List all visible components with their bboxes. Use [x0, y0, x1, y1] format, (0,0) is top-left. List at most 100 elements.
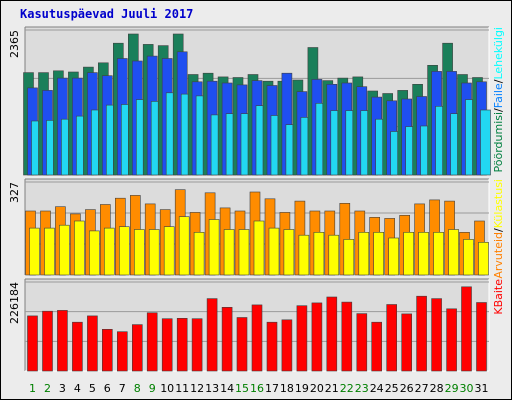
bar-kbaite-day-30	[461, 286, 472, 372]
bar-kbaite-day-3	[57, 310, 68, 372]
bar-arvuteid-day-19	[298, 234, 310, 276]
bar-kbaite-day-5	[87, 315, 98, 372]
bar-arvuteid-day-3	[59, 224, 70, 276]
bar-arvuteid-day-28	[433, 232, 444, 276]
legend-item-k-lastusi: Külastusi	[492, 179, 505, 228]
x-tick-label-day-27: 27	[415, 382, 429, 395]
bar-kbaite-day-13	[206, 298, 218, 372]
bar-arvuteid-day-14	[223, 229, 235, 276]
panel-middle: 327 Arvuteid/Külastusi	[8, 178, 505, 279]
x-tick-label-day-23: 23	[355, 382, 369, 395]
bar-arvuteid-day-20	[313, 232, 325, 276]
bar-kbaite-day-25	[386, 304, 398, 372]
legend-item-lehek-lgi: Lehekülgi	[492, 27, 505, 80]
x-tick-label-day-24: 24	[370, 382, 384, 395]
bar-kbaite-day-12	[191, 318, 203, 372]
bar-kbaite-day-27	[416, 295, 427, 372]
legend-separator: /	[492, 108, 505, 112]
bar-arvuteid-day-13	[208, 219, 220, 276]
bar-arvuteid-day-10	[163, 226, 175, 276]
bar-lehek-lgi-day-31	[480, 109, 491, 176]
x-tick-label-day-18: 18	[280, 382, 294, 395]
x-tick-label-day-4: 4	[74, 382, 81, 395]
bar-arvuteid-day-23	[358, 232, 370, 276]
bar-arvuteid-day-26	[403, 232, 415, 276]
bar-kbaite-day-10	[161, 318, 173, 372]
legend: KBaite	[492, 279, 505, 315]
bar-kbaite-day-22	[341, 301, 353, 372]
bar-arvuteid-day-5	[89, 230, 100, 276]
bar-arvuteid-day-30	[463, 239, 474, 276]
x-tick-label-day-7: 7	[119, 382, 126, 395]
x-tick-label-day-5: 5	[89, 382, 96, 395]
x-tick-label-day-30: 30	[460, 382, 474, 395]
bar-arvuteid-day-25	[388, 237, 400, 276]
bar-kbaite-day-28	[431, 298, 442, 372]
bar-arvuteid-day-7	[119, 226, 130, 276]
x-tick-label-day-13: 13	[205, 382, 219, 395]
bar-kbaite-day-29	[446, 308, 457, 372]
bar-kbaite-day-26	[401, 313, 413, 372]
bar-kbaite-day-31	[476, 302, 487, 372]
bar-arvuteid-day-17	[268, 227, 280, 276]
bar-kbaite-day-14	[221, 306, 233, 372]
y-tick-label: 327	[8, 182, 21, 203]
bar-kbaite-day-8	[132, 324, 143, 372]
bar-arvuteid-day-8	[134, 229, 145, 276]
bar-kbaite-day-21	[326, 296, 338, 372]
bar-kbaite-day-15	[236, 317, 248, 372]
bar-arvuteid-day-12	[193, 232, 205, 276]
legend-separator: /	[492, 228, 505, 232]
bar-kbaite-day-2	[42, 310, 53, 372]
bar-arvuteid-day-27	[418, 232, 429, 276]
legend: Pöördumisi/Faile/Lehekülgi	[492, 27, 505, 172]
x-tick-label-day-22: 22	[340, 382, 354, 395]
x-tick-label-day-15: 15	[235, 382, 249, 395]
bar-kbaite-day-19	[296, 305, 308, 372]
x-tick-label-day-12: 12	[190, 382, 204, 395]
bar-arvuteid-day-2	[44, 227, 55, 276]
bar-arvuteid-day-6	[104, 227, 115, 276]
x-tick-label-day-14: 14	[220, 382, 234, 395]
bar-arvuteid-day-22	[343, 239, 355, 276]
legend-item-arvuteid: Arvuteid	[492, 232, 505, 279]
x-tick-label-day-6: 6	[104, 382, 111, 395]
x-tick-label-day-29: 29	[445, 382, 459, 395]
x-tick-label-day-17: 17	[265, 382, 279, 395]
bar-arvuteid-day-16	[253, 220, 265, 276]
bar-kbaite-day-24	[371, 321, 383, 372]
x-tick-label-day-10: 10	[160, 382, 174, 395]
bar-kbaite-day-1	[27, 315, 38, 372]
chart-title: Kasutuspäevad Juuli 2017	[20, 7, 194, 21]
x-tick-label-day-11: 11	[175, 382, 189, 395]
x-tick-label-day-1: 1	[29, 382, 36, 395]
x-tick-label-day-19: 19	[295, 382, 309, 395]
x-tick-label-day-25: 25	[385, 382, 399, 395]
bar-kbaite-day-20	[311, 302, 323, 372]
x-tick-label-day-3: 3	[59, 382, 66, 395]
bar-kbaite-day-7	[117, 331, 128, 372]
bar-kbaite-day-17	[266, 321, 278, 372]
bar-kbaite-day-11	[176, 317, 188, 372]
bar-arvuteid-day-29	[448, 229, 459, 276]
bar-kbaite-day-18	[281, 319, 293, 372]
y-tick-label: 2365	[8, 30, 21, 58]
bar-arvuteid-day-18	[283, 229, 295, 276]
bar-arvuteid-day-31	[478, 242, 489, 276]
x-tick-label-day-2: 2	[44, 382, 51, 395]
bar-arvuteid-day-24	[373, 232, 385, 276]
legend-item-kbaite: KBaite	[492, 279, 505, 315]
x-tick-label-day-8: 8	[134, 382, 141, 395]
bar-arvuteid-day-15	[238, 229, 250, 276]
legend: Arvuteid/Külastusi	[492, 179, 505, 279]
x-tick-label-day-26: 26	[400, 382, 414, 395]
bar-arvuteid-day-9	[148, 229, 160, 276]
bar-kbaite-day-23	[356, 313, 368, 372]
bar-arvuteid-day-4	[74, 220, 85, 276]
x-tick-label-day-20: 20	[310, 382, 324, 395]
x-tick-label-day-9: 9	[149, 382, 156, 395]
x-tick-label-day-21: 21	[325, 382, 339, 395]
x-tick-label-day-28: 28	[430, 382, 444, 395]
